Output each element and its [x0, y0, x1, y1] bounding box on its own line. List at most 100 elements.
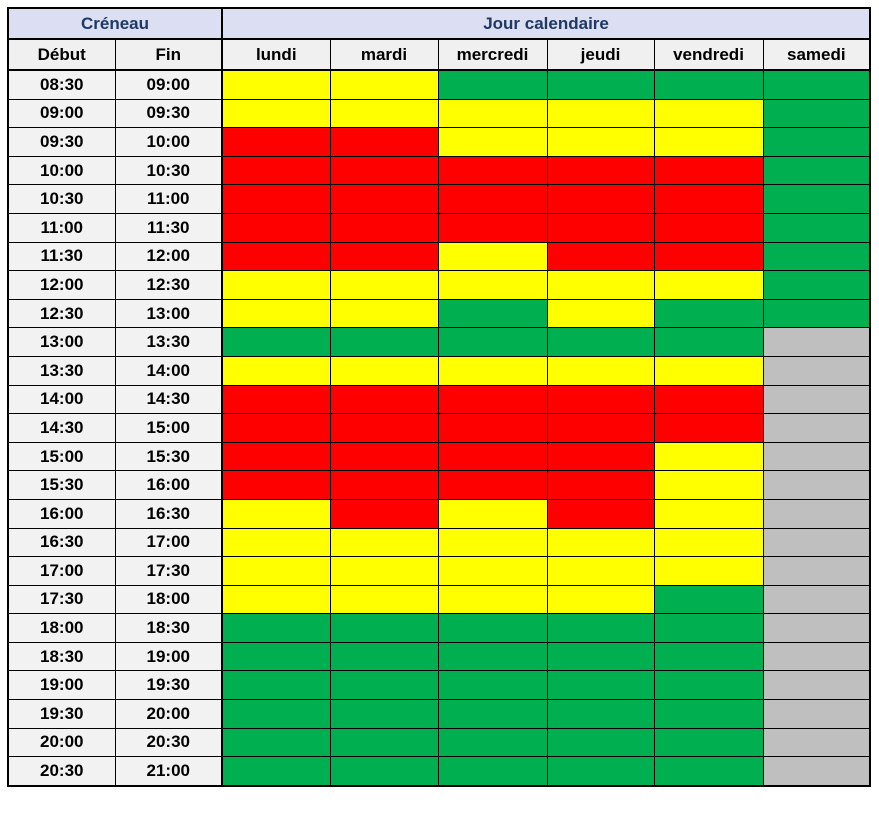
status-cell-lundi [221, 498, 331, 529]
slot-end-time: 09:00 [114, 69, 223, 100]
slot-end-time: 13:30 [114, 327, 223, 357]
status-cell-lundi [221, 298, 331, 329]
table-row: 20:00 20:30 [7, 727, 871, 758]
status-cell-samedi [762, 699, 871, 729]
status-cell-lundi [221, 184, 331, 214]
status-cell-vendredi [653, 498, 764, 529]
status-cell-jeudi [546, 584, 655, 615]
column-header-samedi: samedi [762, 38, 871, 71]
status-cell-lundi [221, 527, 331, 558]
status-cell-vendredi [653, 441, 764, 472]
status-cell-samedi [762, 184, 871, 214]
column-header-vendredi: vendredi [653, 38, 764, 71]
status-cell-samedi [762, 498, 871, 529]
status-cell-mardi [329, 613, 439, 643]
status-cell-vendredi [653, 155, 764, 186]
status-cell-vendredi [653, 270, 764, 300]
availability-table: Créneau Jour calendaire Début Fin lundi … [7, 7, 872, 787]
slot-end-time: 19:30 [114, 670, 223, 701]
slot-start-time: 12:00 [7, 270, 116, 300]
table-row: 08:30 09:00 [7, 69, 871, 100]
status-cell-mardi [329, 441, 439, 472]
slot-end-time: 13:00 [114, 298, 223, 329]
status-cell-mardi [329, 641, 439, 672]
status-cell-jeudi [546, 727, 655, 758]
status-cell-mercredi [437, 127, 548, 157]
status-cell-vendredi [653, 756, 764, 787]
status-cell-lundi [221, 756, 331, 787]
slot-end-time: 15:00 [114, 413, 223, 443]
column-header-jeudi: jeudi [546, 38, 655, 71]
column-header-mardi: mardi [329, 38, 439, 71]
status-cell-mardi [329, 384, 439, 415]
status-cell-mardi [329, 155, 439, 186]
status-cell-samedi [762, 527, 871, 558]
table-row: 10:00 10:30 [7, 155, 871, 186]
status-cell-mardi [329, 470, 439, 500]
column-header-mercredi: mercredi [437, 38, 548, 71]
table-row: 09:30 10:00 [7, 127, 871, 157]
slot-start-time: 10:00 [7, 155, 116, 186]
status-cell-lundi [221, 413, 331, 443]
status-cell-jeudi [546, 212, 655, 243]
status-cell-samedi [762, 270, 871, 300]
status-cell-samedi [762, 670, 871, 701]
table-row: 09:00 09:30 [7, 98, 871, 129]
status-cell-mardi [329, 127, 439, 157]
status-cell-lundi [221, 241, 331, 272]
slot-end-time: 17:30 [114, 556, 223, 586]
status-cell-mardi [329, 98, 439, 129]
status-cell-mardi [329, 527, 439, 558]
status-cell-samedi [762, 212, 871, 243]
slot-start-time: 18:30 [7, 641, 116, 672]
status-cell-vendredi [653, 69, 764, 100]
status-cell-lundi [221, 384, 331, 415]
status-cell-mercredi [437, 355, 548, 386]
status-cell-vendredi [653, 184, 764, 214]
status-cell-mardi [329, 584, 439, 615]
table-row: 16:30 17:00 [7, 527, 871, 558]
status-cell-lundi [221, 69, 331, 100]
slot-start-time: 09:00 [7, 98, 116, 129]
slot-end-time: 14:30 [114, 384, 223, 415]
slot-end-time: 12:00 [114, 241, 223, 272]
status-cell-mercredi [437, 155, 548, 186]
table-row: 12:30 13:00 [7, 298, 871, 329]
slot-end-time: 14:00 [114, 355, 223, 386]
status-cell-vendredi [653, 241, 764, 272]
status-cell-samedi [762, 384, 871, 415]
table-row: 10:30 11:00 [7, 184, 871, 214]
status-cell-mercredi [437, 556, 548, 586]
status-cell-samedi [762, 355, 871, 386]
slot-start-time: 17:00 [7, 556, 116, 586]
table-row: 17:00 17:30 [7, 556, 871, 586]
status-cell-vendredi [653, 527, 764, 558]
status-cell-jeudi [546, 527, 655, 558]
status-cell-samedi [762, 613, 871, 643]
status-cell-mardi [329, 756, 439, 787]
status-cell-vendredi [653, 127, 764, 157]
status-cell-jeudi [546, 270, 655, 300]
status-cell-mercredi [437, 441, 548, 472]
status-cell-mardi [329, 298, 439, 329]
slot-start-time: 17:30 [7, 584, 116, 615]
status-cell-samedi [762, 298, 871, 329]
slot-start-time: 14:30 [7, 413, 116, 443]
slot-end-time: 11:00 [114, 184, 223, 214]
slot-end-time: 16:30 [114, 498, 223, 529]
slot-end-time: 20:00 [114, 699, 223, 729]
status-cell-vendredi [653, 584, 764, 615]
status-cell-samedi [762, 641, 871, 672]
status-cell-mardi [329, 355, 439, 386]
slot-end-time: 16:00 [114, 470, 223, 500]
status-cell-mercredi [437, 270, 548, 300]
status-cell-vendredi [653, 355, 764, 386]
status-cell-jeudi [546, 69, 655, 100]
status-cell-jeudi [546, 98, 655, 129]
status-cell-jeudi [546, 327, 655, 357]
slot-start-time: 12:30 [7, 298, 116, 329]
status-cell-mardi [329, 212, 439, 243]
status-cell-jeudi [546, 699, 655, 729]
status-cell-jeudi [546, 384, 655, 415]
